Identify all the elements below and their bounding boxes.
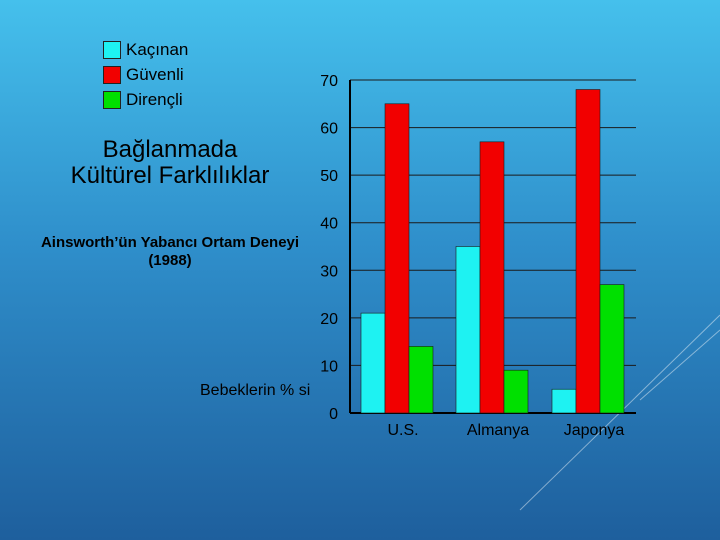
- bar: [384, 103, 410, 414]
- legend-item-direncli: Dirençli: [103, 87, 188, 112]
- legend-item-kacinan: Kaçınan: [103, 37, 188, 62]
- y-tick-label: 40: [320, 216, 338, 233]
- y-tick-label: 30: [320, 263, 338, 280]
- legend-swatch-kacinan: [103, 40, 121, 59]
- y-tick-label: 0: [329, 406, 338, 423]
- x-tick-label: Almanya: [467, 422, 529, 439]
- y-tick-label: 10: [320, 358, 338, 375]
- legend: Kaçınan Güvenli Dirençli: [103, 37, 188, 112]
- legend-swatch-guvenli: [103, 65, 121, 84]
- chart-subtitle: Ainsworth’ün Yabancı Ortam Deneyi (1988): [40, 234, 300, 269]
- legend-swatch-direncli: [103, 90, 121, 109]
- legend-label: Güvenli: [126, 64, 184, 84]
- chart-title: Bağlanmada Kültürel Farklılıklar: [70, 136, 270, 189]
- bar: [503, 369, 529, 414]
- bar: [455, 246, 481, 414]
- y-tick-label: 70: [320, 73, 338, 90]
- x-tick-label: U.S.: [387, 422, 418, 439]
- bar: [599, 284, 625, 414]
- legend-item-guvenli: Güvenli: [103, 62, 188, 87]
- y-tick-label: 20: [320, 311, 338, 328]
- bar: [408, 346, 434, 414]
- y-tick-label: 60: [320, 121, 338, 138]
- bar: [575, 89, 601, 414]
- legend-label: Dirençli: [126, 89, 183, 109]
- bar: [479, 141, 505, 414]
- legend-label: Kaçınan: [126, 39, 189, 59]
- y-tick-label: 50: [320, 168, 338, 185]
- bar: [551, 388, 577, 414]
- y-axis-label: Bebeklerin % si: [200, 382, 311, 399]
- x-tick-label: Japonya: [564, 422, 625, 439]
- bar: [360, 312, 386, 414]
